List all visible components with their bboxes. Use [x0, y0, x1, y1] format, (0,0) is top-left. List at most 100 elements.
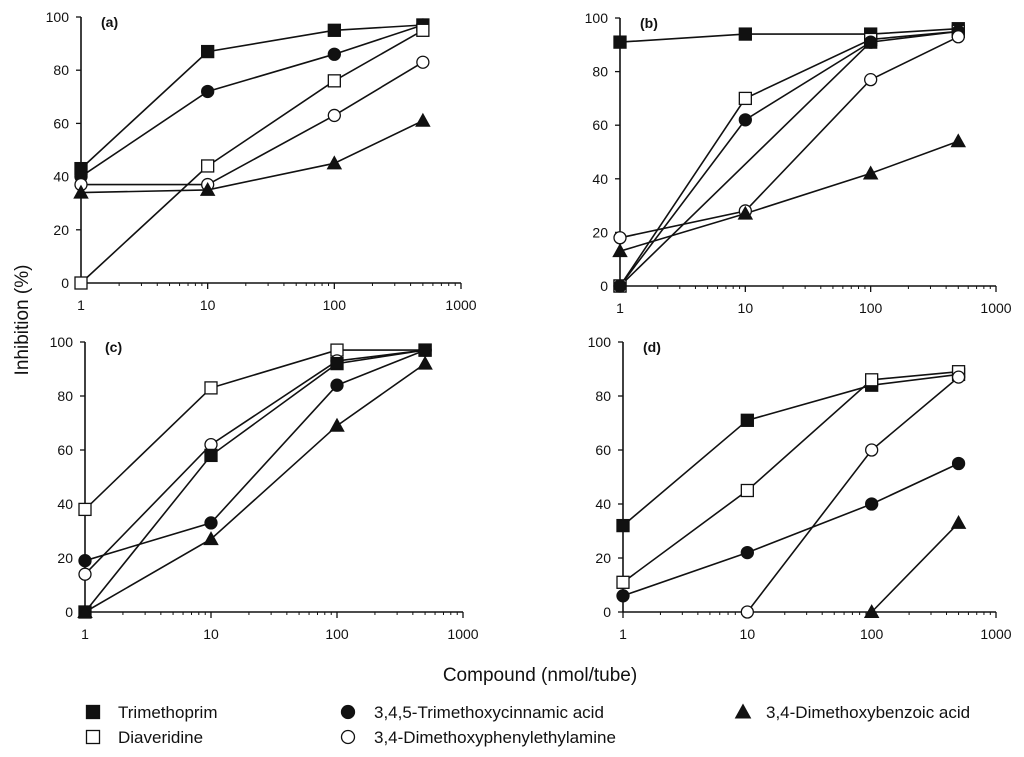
x-tick-label: 1 — [81, 626, 89, 642]
legend: Trimethoprim Diaveridine 3,4,5-Trimethoxyc… — [85, 703, 970, 747]
x-tick-label: 1000 — [447, 626, 478, 642]
x-tick-label: 1000 — [980, 626, 1011, 642]
data-point — [951, 30, 965, 44]
x-tick-label: 1 — [77, 297, 85, 313]
series-line — [619, 30, 959, 287]
y-tick-label: 40 — [53, 169, 69, 185]
legend-marker-icon — [85, 704, 101, 720]
y-tick-label: 20 — [53, 222, 69, 238]
data-point — [862, 165, 879, 180]
data-point — [78, 502, 92, 517]
y-tick-label: 20 — [57, 550, 73, 566]
series-line — [871, 522, 960, 613]
legend-item: Diaveridine — [85, 728, 203, 747]
legend-label: 3,4-Dimethoxyphenylethylamine — [374, 728, 616, 747]
y-tick-label: 20 — [595, 550, 611, 566]
x-tick-label: 10 — [203, 626, 219, 642]
legend-marker-icon — [340, 729, 356, 745]
series-line — [746, 376, 960, 613]
data-point — [950, 514, 967, 529]
series-line — [619, 41, 872, 287]
data-point — [326, 155, 343, 170]
y-tick-label: 100 — [585, 10, 609, 26]
data-point — [204, 381, 218, 395]
y-tick-label: 0 — [600, 278, 608, 294]
data-point — [77, 604, 93, 619]
series-line — [81, 61, 424, 186]
panel-c: 0 20 40 60 80 100 1 10 100 1000 (c) — [50, 334, 479, 642]
data-point — [74, 276, 88, 290]
data-point — [78, 567, 92, 581]
y-tick-label: 60 — [57, 442, 73, 458]
data-point — [738, 113, 752, 127]
data-point — [950, 133, 967, 148]
y-tick-label: 0 — [65, 604, 73, 620]
data-point — [327, 23, 341, 37]
x-tick-label: 1000 — [445, 297, 476, 313]
data-point — [415, 112, 431, 127]
y-tick-label: 40 — [57, 496, 73, 512]
data-point — [416, 23, 430, 37]
series-line — [84, 349, 426, 575]
x-tick-label: 10 — [200, 297, 216, 313]
x-tick-label: 1000 — [980, 300, 1011, 316]
x-tick-label: 100 — [323, 297, 347, 313]
y-tick-label: 40 — [592, 171, 608, 187]
data-point — [203, 531, 219, 546]
data-point — [740, 413, 754, 427]
y-tick-label: 100 — [50, 334, 74, 350]
legend-item: Trimethoprim — [85, 703, 218, 722]
series-line — [80, 24, 423, 170]
y-tick-label: 0 — [603, 604, 611, 620]
legend-marker-icon — [85, 729, 101, 745]
data-point — [418, 343, 432, 357]
legend-marker-icon — [340, 704, 356, 720]
panel-b: 0 20 40 60 80 100 1 10 100 1000 (b) — [585, 10, 1012, 316]
data-point — [327, 108, 341, 123]
legend-label: 3,4-Dimethoxybenzoic acid — [766, 703, 970, 722]
y-tick-label: 100 — [46, 9, 70, 25]
data-point — [201, 159, 215, 173]
x-axis-label: Compound (nmol/tube) — [443, 665, 637, 686]
series-line — [84, 349, 426, 562]
series-line — [80, 119, 424, 194]
data-point — [613, 35, 627, 49]
data-point — [201, 84, 215, 99]
data-point — [737, 205, 754, 220]
data-point — [329, 417, 345, 432]
panel-label: (d) — [643, 339, 661, 355]
data-point — [616, 575, 630, 589]
data-point — [330, 378, 344, 392]
x-tick-label: 10 — [738, 300, 754, 316]
data-point — [863, 604, 880, 619]
series-line — [619, 30, 959, 287]
series-line — [84, 362, 426, 613]
legend-item: 3,4-Dimethoxybenzoic acid — [734, 703, 970, 722]
y-tick-label: 60 — [592, 117, 608, 133]
data-point — [740, 545, 754, 560]
legend-item: 3,4-Dimethoxyphenylethylamine — [340, 728, 616, 747]
series-line — [619, 36, 959, 239]
series-line — [84, 349, 426, 510]
y-tick-label: 40 — [595, 496, 611, 512]
data-point — [416, 55, 430, 69]
data-point — [740, 605, 754, 619]
panel-label: (a) — [101, 14, 118, 30]
legend-item: 3,4,5-Trimethoxycinnamic acid — [340, 703, 604, 722]
data-point — [738, 91, 752, 106]
data-point — [738, 27, 752, 41]
x-tick-label: 100 — [859, 300, 883, 316]
series-line — [619, 140, 959, 252]
panel-a: 0 20 40 60 80 100 1 10 100 1000 (a) — [46, 9, 477, 313]
data-point — [865, 497, 879, 511]
legend-label: Diaveridine — [118, 728, 203, 747]
data-point — [864, 72, 878, 87]
data-point — [951, 370, 966, 384]
x-tick-label: 1 — [616, 300, 624, 316]
series-line — [84, 349, 426, 613]
data-point — [204, 448, 218, 463]
y-tick-label: 60 — [53, 115, 69, 131]
data-point — [616, 518, 630, 533]
